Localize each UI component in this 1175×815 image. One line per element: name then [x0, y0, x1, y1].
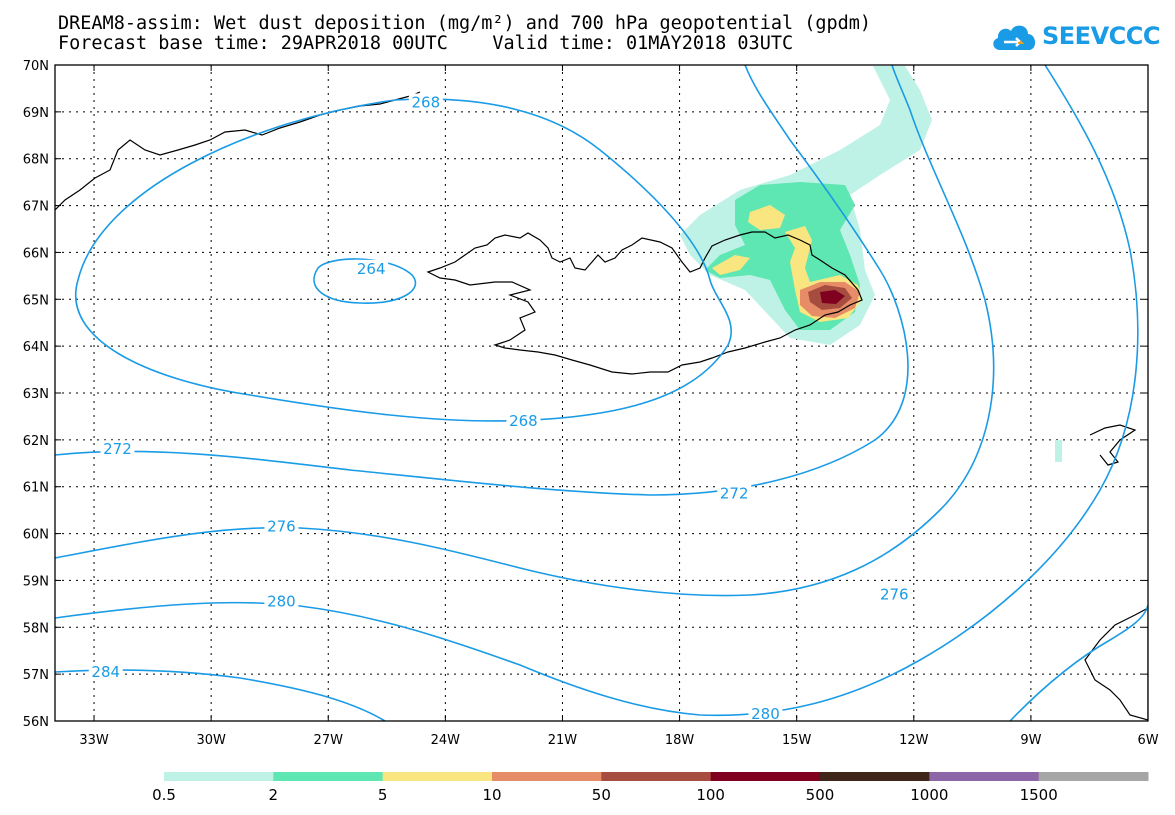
contour-label-bg: [354, 259, 389, 277]
contour-label: 268: [412, 93, 441, 111]
colorbar-swatch: [601, 772, 712, 781]
colorbar-label: 5: [378, 786, 388, 804]
dust-layer-5-west: [712, 255, 750, 275]
contour-label-bg: [264, 517, 299, 535]
contour-label: 268: [509, 412, 538, 430]
lat-tick-label: 59N: [23, 574, 49, 589]
lon-tick-label: 27W: [314, 733, 344, 748]
lat-tick-label: 63N: [23, 387, 49, 402]
colorbar-swatch: [820, 772, 930, 781]
colorbar-swatch: [492, 772, 602, 781]
lat-tick-label: 65N: [23, 293, 49, 308]
contour-label: 276: [267, 518, 296, 536]
dust-layer-0.5-speck: [1055, 440, 1062, 462]
colorbar-swatch: [273, 772, 384, 781]
lat-tick-label: 58N: [23, 621, 49, 636]
lat-tick-label: 70N: [23, 59, 49, 74]
contour-label-bg: [100, 440, 135, 458]
contour-264: [313, 258, 417, 304]
colorbar-label: 100: [696, 786, 725, 804]
lon-tick-label: 21W: [548, 733, 578, 748]
colorbar-swatch: [929, 772, 1040, 781]
coastline-faroe: [1089, 424, 1137, 466]
colorbar-label: 10: [482, 786, 501, 804]
contour-label: 264: [357, 260, 386, 278]
lat-tick-label: 67N: [23, 200, 49, 215]
contour-label-bg: [88, 662, 123, 680]
contour-east: [1009, 604, 1148, 721]
lon-tick-label: 24W: [431, 733, 461, 748]
colorbar-label: 1000: [910, 786, 948, 804]
contour-label: 280: [267, 593, 296, 611]
axis-ticks: [55, 64, 1149, 722]
contour-labels: 268 264 268 272 272 276 276 280 280 284: [88, 93, 912, 723]
geopotential-contours: [55, 65, 1148, 721]
contour-label: 276: [880, 585, 909, 603]
colorbar-swatch: [710, 772, 821, 781]
lon-tick-label: 33W: [79, 733, 109, 748]
colorbar-label: 50: [592, 786, 611, 804]
contour-label: 272: [720, 485, 749, 503]
lon-tick-label: 9W: [1020, 733, 1041, 748]
map-title: DREAM8-assim: Wet dust deposition (mg/m²…: [58, 13, 872, 34]
contour-label: 284: [91, 663, 120, 681]
lon-tick-label: 12W: [899, 733, 929, 748]
logo-text: SEEVCCC: [1042, 22, 1161, 50]
lat-tick-label: 60N: [23, 528, 49, 543]
lat-tick-label: 69N: [23, 106, 49, 121]
colorbar-swatch: [164, 772, 274, 781]
lat-tick-label: 61N: [23, 481, 49, 496]
map-subtitle-times: Forecast base time: 29APR2018 00UTC Vali…: [58, 33, 794, 54]
lon-tick-label: 30W: [196, 733, 226, 748]
lat-tick-label: 62N: [23, 434, 49, 449]
axis-tick-labels: 33W 30W 27W 24W 21W 18W 15W 12W 9W 6W 70N 69N 68N 67N…: [23, 59, 1159, 748]
cloud-icon: [993, 25, 1036, 50]
colorbar-label: 2: [269, 786, 279, 804]
colorbar-label: 1500: [1020, 786, 1058, 804]
lat-tick-label: 68N: [23, 153, 49, 168]
dust-deposition-field: [680, 66, 1062, 462]
lat-tick-label: 56N: [23, 715, 49, 730]
coastline-iceland: [426, 231, 863, 375]
lon-tick-label: 18W: [665, 733, 695, 748]
colorbar-boxes: [164, 772, 1149, 781]
contour-label-bg: [408, 93, 443, 111]
lat-tick-label: 64N: [23, 340, 49, 355]
contour-272: [55, 65, 909, 496]
contour-280: [55, 65, 1139, 717]
colorbar-label: 0.5: [152, 786, 176, 804]
contour-label-bg: [264, 592, 299, 610]
contour-label: 272: [103, 440, 132, 458]
lat-tick-label: 57N: [23, 668, 49, 683]
lon-tick-label: 15W: [782, 733, 812, 748]
contour-label-bg: [506, 412, 541, 430]
contour-label-bg: [877, 585, 912, 603]
contour-label: 280: [751, 705, 780, 723]
grid-lines: [55, 65, 1148, 721]
coastline-scotland: [1084, 607, 1148, 721]
contour-label-bg: [748, 704, 783, 721]
dust-layer-5-north: [748, 205, 785, 230]
lon-tick-label: 6W: [1137, 733, 1158, 748]
lat-tick-label: 66N: [23, 246, 49, 261]
colorbar-swatch: [1038, 772, 1149, 781]
dust-layer-100: [820, 290, 845, 304]
colorbar-swatch: [382, 772, 493, 781]
contour-276: [55, 65, 995, 597]
colorbar-label: 500: [806, 786, 835, 804]
contour-label-bg: [717, 484, 752, 502]
colorbar-labels: 0.5 2 5 10 50 100 500 1000 1500: [152, 786, 1058, 804]
